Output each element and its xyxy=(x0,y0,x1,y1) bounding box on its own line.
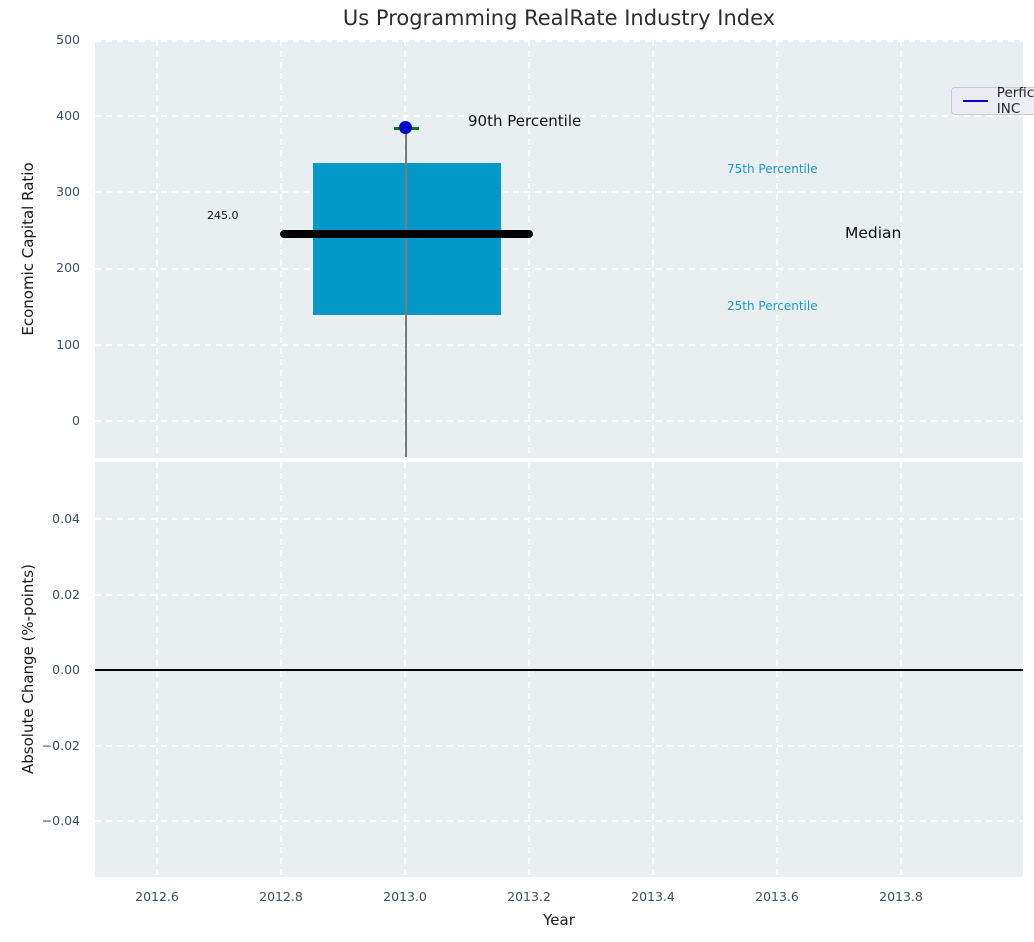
legend: Perficient INC xyxy=(951,85,1034,117)
gridline-h xyxy=(95,115,1023,117)
gridline-v xyxy=(776,40,778,458)
annotation-75th-percentile: 75th Percentile xyxy=(727,162,818,176)
ytick-top: 0 xyxy=(72,413,80,428)
ytick-top: 100 xyxy=(56,337,80,352)
xtick: 2012.6 xyxy=(135,889,179,904)
top-plot-area: Perficient INC xyxy=(95,40,1034,458)
gridline-v xyxy=(528,40,530,458)
zero-reference-line xyxy=(95,669,1023,671)
gridline-h xyxy=(95,420,1023,422)
ytick-bottom: 0.02 xyxy=(52,587,80,602)
ytick-bottom: 0.00 xyxy=(52,662,80,677)
interquartile-box xyxy=(313,163,501,315)
xtick: 2013.6 xyxy=(755,889,799,904)
annotation-90th-percentile: 90th Percentile xyxy=(468,112,582,130)
gridline-v xyxy=(280,40,282,458)
ytick-top: 500 xyxy=(56,32,80,47)
whisker-line xyxy=(405,128,407,457)
annotation-median: Median xyxy=(845,224,902,242)
xtick: 2013.4 xyxy=(631,889,675,904)
chart-title: Us Programming RealRate Industry Index xyxy=(342,6,776,30)
annotation-median-value: 245.0 xyxy=(207,209,239,222)
xtick: 2013.2 xyxy=(507,889,551,904)
xtick: 2012.8 xyxy=(259,889,303,904)
p90-marker-dot xyxy=(399,121,412,134)
gridline-h xyxy=(95,594,1023,596)
gridline-h xyxy=(95,745,1023,747)
bottom-plot-area xyxy=(95,462,1023,877)
gridline-h xyxy=(95,518,1023,520)
gridline-h xyxy=(95,40,1023,42)
annotation-25th-percentile: 25th Percentile xyxy=(727,299,818,313)
xtick: 2013.0 xyxy=(383,889,427,904)
ytick-bottom: 0.04 xyxy=(52,511,80,526)
ytick-bottom: −0.02 xyxy=(41,738,80,753)
ytick-top: 200 xyxy=(56,260,80,275)
median-line xyxy=(280,230,533,238)
gridline-h xyxy=(95,344,1023,346)
x-axis-label: Year xyxy=(543,911,575,929)
y-axis-label-top: Economic Capital Ratio xyxy=(19,162,37,336)
gridline-h xyxy=(95,191,1023,193)
ytick-bottom: −0.04 xyxy=(41,813,80,828)
gridline-v xyxy=(156,40,158,458)
gridline-h xyxy=(95,820,1023,822)
gridline-v xyxy=(900,40,902,458)
ytick-top: 400 xyxy=(56,108,80,123)
legend-line-swatch xyxy=(963,100,988,102)
legend-label: Perficient INC xyxy=(996,85,1034,117)
ytick-top: 300 xyxy=(56,184,80,199)
gridline-h xyxy=(95,268,1023,270)
xtick: 2013.8 xyxy=(879,889,923,904)
y-axis-label-bottom: Absolute Change (%-points) xyxy=(19,564,37,774)
gridline-v xyxy=(652,40,654,458)
